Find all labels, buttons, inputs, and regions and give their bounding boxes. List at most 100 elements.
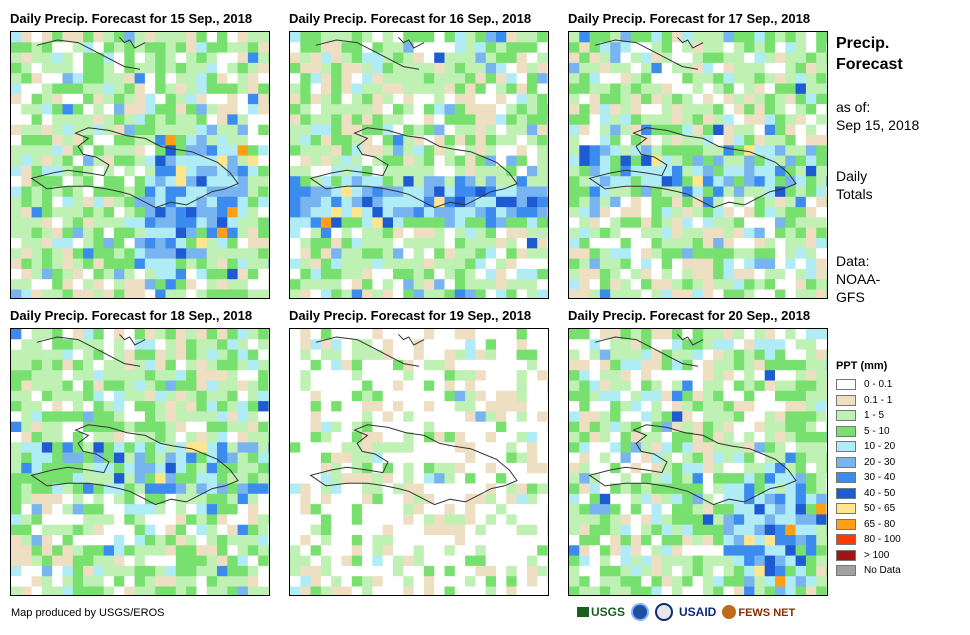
precip-cell: [610, 565, 621, 577]
precip-cell: [454, 380, 466, 392]
precip-cell: [258, 524, 269, 536]
precip-cell: [21, 576, 33, 587]
precip-cell: [826, 155, 827, 167]
precip-cell: [444, 576, 456, 587]
precip-cell: [62, 124, 74, 136]
precip-cell: [21, 258, 33, 270]
precip-cell: [630, 473, 642, 484]
precip-cell: [206, 196, 218, 208]
precip-cell: [434, 504, 445, 515]
precip-cell: [723, 258, 735, 270]
precip-cell: [11, 432, 22, 443]
totals-line1: Daily: [836, 168, 868, 184]
precip-cell: [52, 370, 63, 381]
precip-cell: [526, 135, 538, 146]
precip-cell: [661, 268, 673, 280]
precip-cell: [754, 390, 766, 402]
precip-cell: [155, 565, 166, 577]
precip-cell: [630, 32, 642, 43]
precip-cell: [93, 452, 105, 464]
precip-cell: [475, 165, 487, 177]
precip-cell: [454, 370, 466, 381]
precip-cell: [733, 207, 745, 218]
precip-cell: [475, 565, 487, 577]
precip-cell: [444, 359, 456, 371]
precip-cell: [547, 217, 548, 229]
precip-cell: [331, 186, 342, 198]
precip-cell: [465, 32, 476, 43]
precip-cell: [175, 504, 187, 515]
precip-cell: [52, 442, 63, 454]
precip-cell: [682, 83, 694, 95]
precip-cell: [247, 339, 259, 351]
precip-cell: [41, 176, 53, 187]
precip-cell: [268, 207, 269, 218]
precip-cell: [702, 380, 714, 392]
precip-cell: [144, 155, 156, 167]
precip-cell: [144, 370, 156, 381]
precip-cell: [610, 432, 621, 443]
precip-cell: [526, 104, 538, 115]
precip-cell: [485, 62, 497, 74]
precip-cell: [72, 421, 84, 433]
precip-cell: [237, 135, 249, 146]
precip-cell: [702, 114, 714, 126]
precip-cell: [206, 42, 218, 54]
precip-cell: [682, 289, 694, 298]
precip-cell: [826, 380, 827, 392]
precip-cell: [206, 432, 218, 443]
precip-cell: [11, 514, 22, 526]
precip-cell: [124, 207, 136, 218]
precip-cell: [134, 258, 146, 270]
precip-cell: [52, 32, 63, 43]
precip-cell: [300, 359, 312, 371]
precip-cell: [599, 514, 611, 526]
precip-cell: [744, 207, 755, 218]
precip-cell: [165, 483, 177, 495]
precip-cell: [31, 238, 43, 249]
precip-cell: [702, 339, 714, 351]
precip-cell: [237, 370, 249, 381]
precip-cell: [744, 380, 755, 392]
precip-cell: [537, 227, 548, 239]
precip-cell: [702, 565, 714, 577]
precip-cell: [247, 42, 259, 54]
precip-cell: [393, 473, 404, 484]
precip-cell: [52, 473, 63, 484]
precip-cell: [526, 165, 538, 177]
precip-cell: [713, 421, 724, 433]
precip-cell: [247, 176, 259, 187]
precip-cell: [247, 279, 259, 290]
precip-cell: [155, 238, 166, 249]
precip-cell: [11, 238, 22, 249]
precip-cell: [733, 145, 745, 157]
precip-cell: [651, 339, 663, 351]
precip-cell: [124, 258, 136, 270]
precip-cell: [341, 145, 353, 157]
precip-cell: [206, 524, 218, 536]
precip-cell: [247, 462, 259, 474]
precip-cell: [785, 104, 797, 115]
precip-cell: [165, 73, 177, 84]
precip-cell: [134, 545, 146, 557]
precip-cell: [21, 349, 33, 361]
precip-cell: [217, 32, 228, 43]
legend-label: 20 - 30: [864, 456, 896, 468]
precip-cell: [496, 390, 507, 402]
precip-cell: [785, 258, 797, 270]
precip-cell: [569, 576, 580, 587]
precip-cell: [672, 349, 683, 361]
precip-cell: [258, 135, 269, 146]
precip-cell: [268, 52, 269, 64]
precip-cell: [599, 268, 611, 280]
precip-cell: [31, 114, 43, 126]
precip-cell: [692, 349, 704, 361]
precip-cell: [403, 124, 415, 136]
precip-cell: [300, 62, 312, 74]
precip-cell: [672, 442, 683, 454]
precip-cell: [320, 390, 332, 402]
precip-cell: [83, 279, 94, 290]
precip-cell: [403, 442, 415, 454]
precip-cell: [165, 207, 177, 218]
precip-cell: [723, 135, 735, 146]
